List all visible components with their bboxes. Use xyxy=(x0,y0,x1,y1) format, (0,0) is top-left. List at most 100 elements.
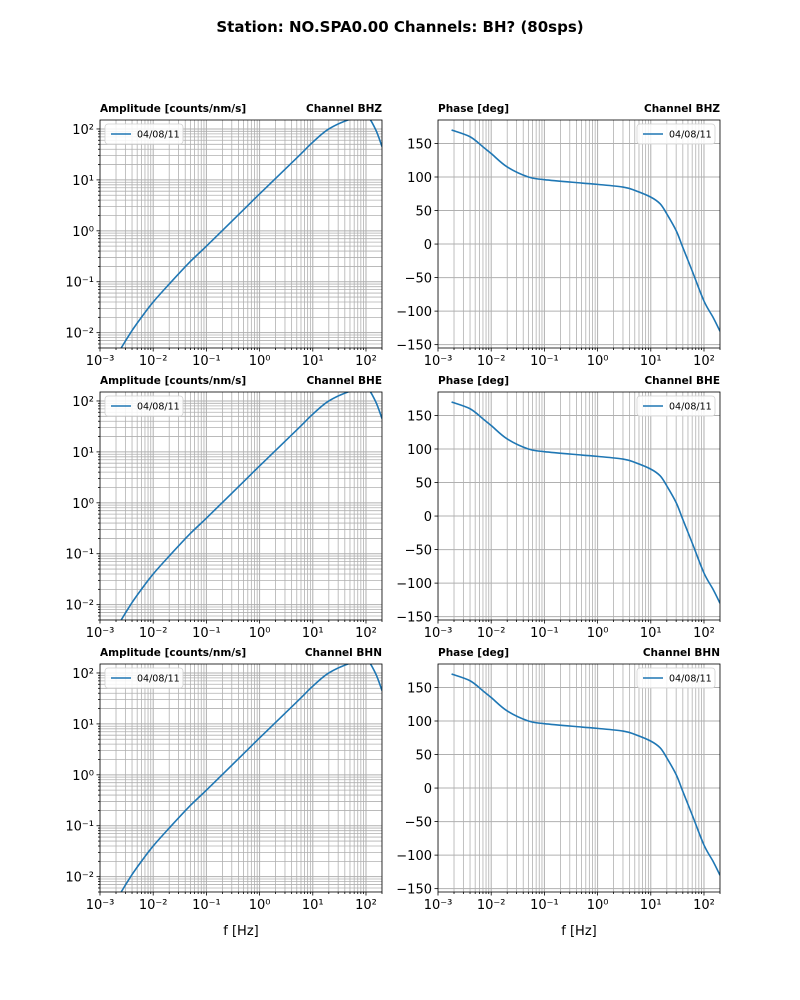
x-tick-label: 10¹ xyxy=(302,626,324,641)
series-line xyxy=(120,120,382,348)
x-tick-label: 10⁻¹ xyxy=(530,626,559,641)
grid xyxy=(100,120,382,348)
panel-phase-bhz: 10⁻³ 10⁻² 10⁻¹ 10⁰ 10¹ 10² −150 −100 −50 0 50 100 15… xyxy=(396,103,721,369)
panel-amp-bhz: 10⁻³ 10⁻² 10⁻¹ 10⁰ 10¹ 10² 10⁻² 10⁻¹ 10⁰ 10¹ 10² Am… xyxy=(65,103,383,369)
y-tick-label: 10⁻¹ xyxy=(65,276,94,291)
legend: 04/08/11 xyxy=(636,667,716,689)
x-tick-label: 10¹ xyxy=(302,354,324,369)
y-tick-label: 10⁻¹ xyxy=(65,820,94,835)
panel-amp-bhn: 10⁻³ 10⁻² 10⁻¹ 10⁰ 10¹ 10² 10⁻² 10⁻¹ 10⁰ 10¹ 10² Am… xyxy=(65,647,383,939)
y-tick-label: 0 xyxy=(424,238,432,253)
y-tick-label: 10² xyxy=(72,395,94,410)
legend-box xyxy=(104,667,184,689)
y-tick-label: 0 xyxy=(424,782,432,797)
x-tick-label: 10⁰ xyxy=(587,626,609,641)
x-tick-label: 10⁻¹ xyxy=(192,354,221,369)
x-tick-label: 10⁰ xyxy=(249,354,271,369)
y-tick-label: −150 xyxy=(396,883,432,898)
x-tick-label: 10⁻³ xyxy=(424,354,453,369)
series-line xyxy=(120,664,382,892)
legend: 04/08/11 xyxy=(636,123,716,145)
x-tick-label: 10⁻¹ xyxy=(530,898,559,913)
y-tick-label: 10¹ xyxy=(72,718,94,733)
x-tick-label: 10² xyxy=(693,354,715,369)
legend-label: 04/08/11 xyxy=(669,402,712,413)
x-tick-label: 10² xyxy=(355,898,377,913)
x-tick-label: 10⁻² xyxy=(139,898,168,913)
grid xyxy=(100,664,382,892)
y-tick-label: 10⁻² xyxy=(65,599,94,614)
y-tick-label: 10⁻² xyxy=(65,327,94,342)
x-tick-label: 10⁻³ xyxy=(424,626,453,641)
y-tick-label: −100 xyxy=(396,305,432,320)
x-tick-label: 10² xyxy=(355,354,377,369)
series-line xyxy=(120,392,382,620)
y-tick-label: −100 xyxy=(396,577,432,592)
x-tick-label: 10⁰ xyxy=(587,354,609,369)
x-tick-label: 10⁻³ xyxy=(86,626,115,641)
y-tick-label: 150 xyxy=(407,409,432,424)
panel-title-left: Amplitude [counts/nm/s] xyxy=(100,647,246,659)
y-tick-label: 50 xyxy=(415,749,432,764)
x-tick-label: 10² xyxy=(693,898,715,913)
x-tick-label: 10¹ xyxy=(640,898,662,913)
y-tick-label: −50 xyxy=(405,272,432,287)
grid xyxy=(438,664,720,892)
series-line xyxy=(451,401,720,604)
axes-frame xyxy=(99,663,383,893)
y-tick-label: 100 xyxy=(407,715,432,730)
y-tick-label: −150 xyxy=(396,611,432,626)
y-tick-label: −100 xyxy=(396,849,432,864)
figure-title: Station: NO.SPA0.00 Channels: BH? (80sps… xyxy=(216,18,583,36)
y-tick-label: 10¹ xyxy=(72,446,94,461)
series-line xyxy=(451,673,720,876)
axes-frame xyxy=(437,119,721,349)
y-tick-label: −50 xyxy=(405,816,432,831)
panel-title-right: Channel BHZ xyxy=(644,103,720,115)
y-tick-label: −50 xyxy=(405,544,432,559)
y-tick-label: 10¹ xyxy=(72,174,94,189)
panel-title-left: Phase [deg] xyxy=(438,647,509,659)
grid xyxy=(438,120,720,348)
y-tick-label: 10⁻² xyxy=(65,871,94,886)
legend-box xyxy=(104,395,184,417)
y-tick-label: 50 xyxy=(415,477,432,492)
legend-box xyxy=(636,395,716,417)
y-tick-label: 10² xyxy=(72,667,94,682)
axes-frame xyxy=(99,391,383,621)
panels: 10⁻³ 10⁻² 10⁻¹ 10⁰ 10¹ 10² 10⁻² 10⁻¹ 10⁰ 10¹ 10² Am… xyxy=(65,103,721,939)
legend-label: 04/08/11 xyxy=(137,130,180,141)
x-axis-label: f [Hz] xyxy=(223,924,258,939)
grid xyxy=(438,392,720,620)
series-line xyxy=(451,129,720,332)
legend-label: 04/08/11 xyxy=(137,674,180,685)
x-tick-label: 10² xyxy=(355,626,377,641)
x-tick-label: 10⁰ xyxy=(249,626,271,641)
x-axis-label: f [Hz] xyxy=(561,924,596,939)
panel-phase-bhe: 10⁻³ 10⁻² 10⁻¹ 10⁰ 10¹ 10² −150 −100 −50 0 50 100 15… xyxy=(396,375,721,641)
legend-box xyxy=(636,667,716,689)
y-tick-label: 100 xyxy=(407,171,432,186)
y-tick-label: 50 xyxy=(415,205,432,220)
legend: 04/08/11 xyxy=(104,667,184,689)
legend-box xyxy=(636,123,716,145)
legend-box xyxy=(104,123,184,145)
y-tick-label: 100 xyxy=(407,443,432,458)
y-tick-label: 0 xyxy=(424,510,432,525)
x-tick-label: 10⁻³ xyxy=(86,354,115,369)
x-tick-label: 10⁻² xyxy=(139,354,168,369)
grid xyxy=(100,392,382,620)
y-tick-label: −150 xyxy=(396,339,432,354)
x-tick-label: 10¹ xyxy=(302,898,324,913)
y-tick-label: 10² xyxy=(72,123,94,138)
y-tick-label: 10⁻¹ xyxy=(65,548,94,563)
panel-amp-bhe: 10⁻³ 10⁻² 10⁻¹ 10⁰ 10¹ 10² 10⁻² 10⁻¹ 10⁰ 10¹ 10² Am… xyxy=(65,375,383,641)
x-tick-label: 10¹ xyxy=(640,626,662,641)
y-tick-label: 10⁰ xyxy=(72,769,94,784)
panel-title-left: Amplitude [counts/nm/s] xyxy=(100,103,246,115)
x-tick-label: 10⁻² xyxy=(139,626,168,641)
panel-phase-bhn: 10⁻³ 10⁻² 10⁻¹ 10⁰ 10¹ 10² −150 −100 −50 0 50 100 15… xyxy=(396,647,721,939)
legend: 04/08/11 xyxy=(104,395,184,417)
y-tick-label: 10⁰ xyxy=(72,497,94,512)
axes-frame xyxy=(437,663,721,893)
